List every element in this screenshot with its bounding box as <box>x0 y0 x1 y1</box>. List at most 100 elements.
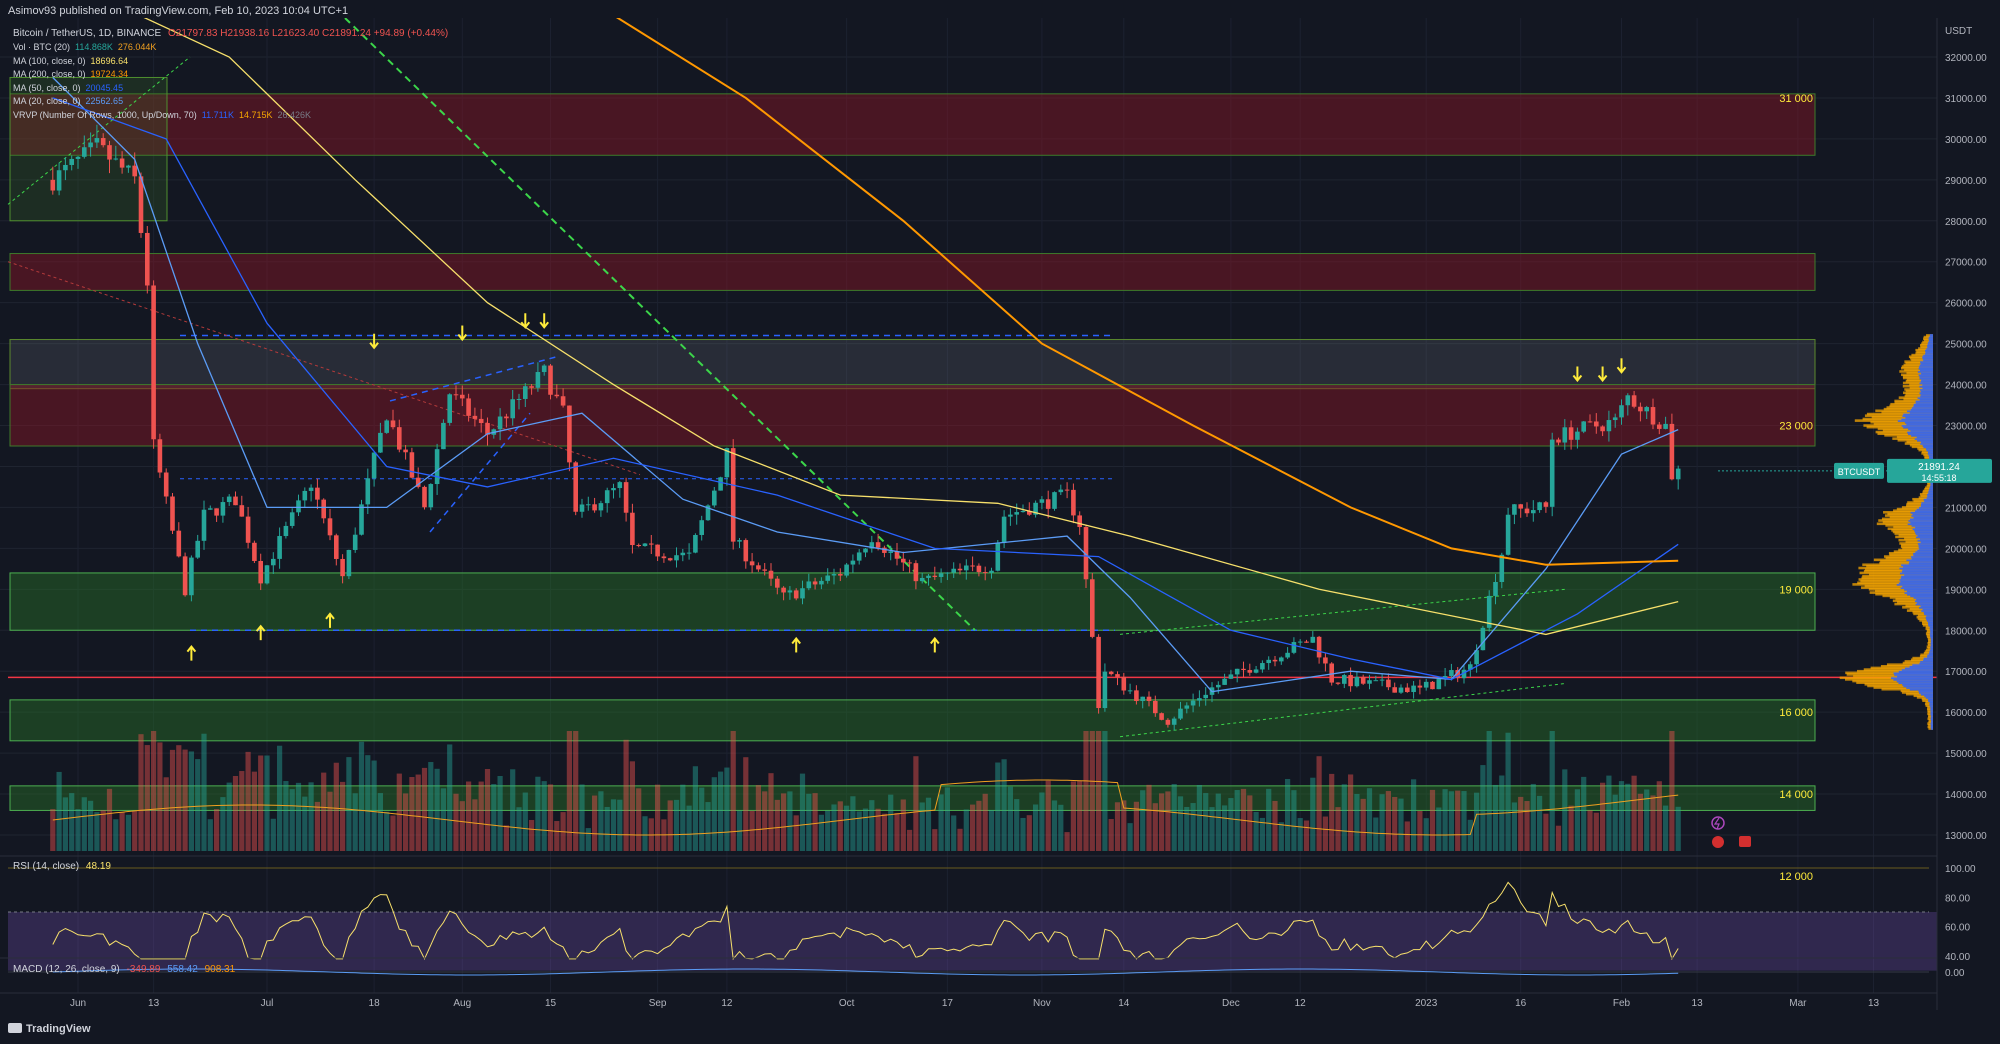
rsi-legend[interactable]: RSI (14, close) 48.19 <box>13 860 111 874</box>
vrvp-row-down <box>1924 650 1933 653</box>
vrvp-row-down <box>1920 494 1933 498</box>
price-tick-label: 19000.00 <box>1945 585 1987 596</box>
vrvp-row-up <box>1893 671 1933 675</box>
candle-up <box>1644 407 1649 412</box>
vrvp-row-up <box>1928 339 1933 342</box>
volume-bar-down <box>1133 801 1139 851</box>
volume-bar-up <box>188 751 194 851</box>
rsi-label: RSI (14, close) <box>13 861 80 872</box>
vrvp-row-down <box>1880 664 1933 668</box>
candle-down <box>667 558 673 561</box>
volume-bar-up <box>888 794 894 851</box>
vrvp-row-up <box>1919 398 1933 401</box>
event-icons[interactable] <box>1711 816 1751 848</box>
legend-row[interactable]: Vol · BTC (20) 114.868K 276.044K <box>13 41 311 55</box>
vrvp-row-down <box>1889 515 1933 519</box>
vrvp-row-down <box>1893 509 1933 512</box>
vrvp-row-down <box>1921 450 1933 454</box>
time-axis[interactable]: Jun 13 Jul 18 Aug 15 Sep 12 Oct 17 Nov 14 Dec 12 2023 1… <box>0 992 1937 1009</box>
volume-bar-up <box>1177 796 1184 851</box>
volume-bar-up <box>806 793 812 851</box>
candle-down <box>1247 670 1253 673</box>
volume-bar-down <box>1045 780 1051 851</box>
vrvp-row-up <box>1930 725 1933 729</box>
vrvp-row-up <box>1931 719 1933 722</box>
zone-green <box>9 699 1816 742</box>
symbol-box <box>1834 462 1884 479</box>
vrvp-row-up <box>1907 430 1933 434</box>
volume-bar-down <box>1429 789 1436 851</box>
macd-legend[interactable]: MACD (12, 26, close, 9) -349.89 558.42 9… <box>13 963 235 977</box>
vrvp-row-up <box>1930 637 1933 640</box>
legend-row[interactable]: MA (100, close, 0) 18696.64 <box>13 55 311 69</box>
price-tick-label: 26000.00 <box>1945 299 1987 310</box>
price-countdown: 14:55:18 <box>1921 473 1956 483</box>
symbol-title[interactable]: Bitcoin / TetherUS, 1D, BINANCE <box>13 28 162 39</box>
candle-down <box>460 394 465 399</box>
vrvp-row-up <box>1908 432 1933 436</box>
time-tick-label: Jun <box>70 998 86 1009</box>
legend-row[interactable]: MA (20, close, 0) 22562.65 <box>13 95 311 109</box>
vrvp-row-up <box>1910 520 1933 524</box>
macd-pane[interactable]: 0.00 <box>0 957 1965 979</box>
volume-bar-down <box>837 801 843 851</box>
candle-up <box>825 575 830 581</box>
volume-bar-up <box>377 793 383 851</box>
volume-bar-up <box>1474 792 1480 851</box>
time-tick-label: Feb <box>1613 998 1631 1009</box>
volume-bar-up <box>308 782 314 851</box>
candle-up <box>737 540 742 542</box>
vrvp-row-up <box>1902 414 1933 417</box>
volume-bar-down <box>151 731 157 851</box>
vrvp-row-up <box>1930 484 1933 488</box>
vrvp-row-up <box>1930 705 1933 709</box>
candle-up <box>113 158 119 160</box>
vrvp-row-down <box>1926 633 1933 637</box>
candle-down <box>623 482 629 513</box>
vrvp-row-down <box>1905 604 1933 607</box>
candle-down <box>567 405 572 463</box>
candle-up <box>945 572 950 574</box>
volume-bar-up <box>680 784 686 851</box>
legend-row[interactable]: VRVP (Number Of Rows, 1000, Up/Down, 70)… <box>13 109 311 123</box>
volume-bar-up <box>1014 799 1020 851</box>
candle-up <box>359 504 364 535</box>
vrvp-row-down <box>1881 687 1933 691</box>
candle-down <box>409 452 415 478</box>
vrvp-row-down <box>1925 701 1933 704</box>
volume-bar-up <box>1228 798 1234 851</box>
rsi-pane[interactable]: 100.00 80.00 60.00 40.00 <box>0 855 1976 971</box>
vrvp-row-up <box>1920 389 1933 393</box>
legend-row[interactable]: MA (200, close, 0) 19724.34 <box>13 68 311 82</box>
vrvp-row-up <box>1928 620 1933 624</box>
time-tick-label: 13 <box>148 998 160 1009</box>
lightning-icon <box>1711 816 1725 830</box>
tradingview-watermark[interactable]: TradingView <box>8 1022 91 1036</box>
vrvp-row-down <box>1902 375 1933 378</box>
vrvp-row-down <box>1881 411 1933 414</box>
volume-bar-down <box>251 771 257 851</box>
volume-bar-down <box>529 820 535 851</box>
moving-average-line <box>615 18 1679 566</box>
vrvp-row-up <box>1913 402 1933 406</box>
vrvp-row-down <box>1882 429 1933 432</box>
vrvp-row-down <box>1927 717 1933 721</box>
volume-bar-down <box>472 799 478 851</box>
candle-down <box>1386 679 1391 688</box>
legend-row[interactable]: MA (50, close, 0) 20045.45 <box>13 82 311 96</box>
volume-bar-up <box>869 800 875 851</box>
level-label: 19 000 <box>1779 584 1813 596</box>
vrvp-row-up <box>1918 366 1933 370</box>
volume-bar-down <box>875 808 881 851</box>
vrvp-row-down <box>1913 694 1933 698</box>
volume-bar-up <box>264 755 270 851</box>
vrvp-row-up <box>1929 334 1933 337</box>
volume-bar-up <box>75 809 81 851</box>
candle-up <box>686 552 692 554</box>
vrvp-row-down <box>1839 676 1933 680</box>
candle-down <box>182 556 188 596</box>
vrvp-row-up <box>1928 699 1933 702</box>
annotation-arrows <box>186 313 1627 661</box>
candle-up <box>1468 664 1473 670</box>
